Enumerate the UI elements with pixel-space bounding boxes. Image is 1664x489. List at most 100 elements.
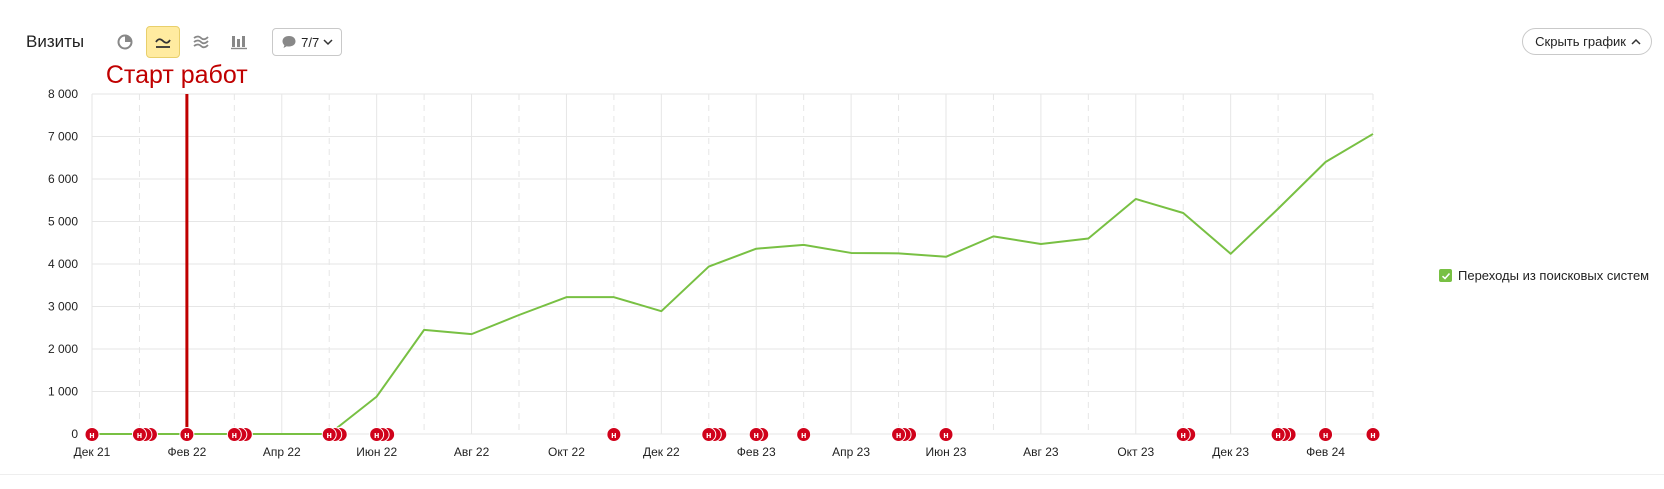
note-marker <box>131 427 147 442</box>
note-marker-label: н <box>943 430 948 440</box>
x-tick-label: Июн 22 <box>356 445 397 459</box>
comment-icon <box>282 36 296 48</box>
column-chart-icon <box>231 36 248 50</box>
y-tick-label: 8 000 <box>48 87 78 101</box>
y-tick-label: 6 000 <box>48 172 78 186</box>
y-tick-label: 3 000 <box>48 300 78 314</box>
data-point <box>1182 212 1184 214</box>
y-tick-label: 0 <box>71 427 78 441</box>
note-marker <box>1270 427 1286 442</box>
note-marker <box>369 427 385 442</box>
x-tick-label: Окт 23 <box>1117 445 1154 459</box>
x-tick-label: Апр 23 <box>832 445 870 459</box>
x-tick-label: Дек 22 <box>643 445 680 459</box>
data-point <box>992 235 994 237</box>
data-point <box>850 252 852 254</box>
data-point <box>423 329 425 331</box>
note-marker-label: н <box>611 430 616 440</box>
note-marker-label: н <box>137 430 142 440</box>
note-marker-label: н <box>327 430 332 440</box>
x-tick-label: Дек 23 <box>1212 445 1249 459</box>
x-tick-label: Авг 23 <box>1023 445 1059 459</box>
note-marker-label: н <box>896 430 901 440</box>
annotations-dropdown[interactable]: 7/7 <box>272 28 343 56</box>
note-marker-label: н <box>1275 430 1280 440</box>
note-marker <box>701 427 717 442</box>
note-marker-label: н <box>1323 430 1328 440</box>
note-marker <box>84 427 100 442</box>
note-marker <box>748 427 764 442</box>
check-icon <box>1441 272 1450 280</box>
data-point <box>755 248 757 250</box>
legend-label: Переходы из поисковых систем <box>1458 268 1650 283</box>
note-marker <box>1175 427 1191 442</box>
line-chart-icon <box>155 38 171 48</box>
note-marker <box>1365 427 1381 442</box>
note-marker-label: н <box>184 430 189 440</box>
data-point <box>281 433 283 435</box>
chart-toolbar: Визиты 7/7 <box>26 26 343 58</box>
annotations-counter: 7/7 <box>301 34 320 50</box>
chart-title: Визиты <box>26 32 85 51</box>
note-marker <box>938 427 954 442</box>
legend-item[interactable]: Переходы из поисковых систем <box>1439 268 1649 283</box>
y-tick-label: 2 000 <box>48 342 78 356</box>
note-marker-label: н <box>754 430 759 440</box>
data-point <box>565 296 567 298</box>
x-tick-label: Апр 22 <box>263 445 301 459</box>
x-tick-label: Авг 22 <box>454 445 490 459</box>
note-marker-label: н <box>706 430 711 440</box>
series-line <box>92 133 1374 435</box>
note-marker <box>606 427 622 442</box>
data-point <box>1229 253 1231 255</box>
y-tick-label: 1 000 <box>48 385 78 399</box>
x-tick-label: Фев 23 <box>737 445 776 459</box>
data-point <box>518 314 520 316</box>
note-marker <box>891 427 907 442</box>
x-tick-label: Окт 22 <box>548 445 585 459</box>
legend-checkbox[interactable] <box>1439 269 1452 282</box>
y-tick-label: 5 000 <box>48 215 78 229</box>
data-point <box>1372 133 1374 135</box>
hide-chart-button[interactable]: Скрыть график <box>1522 28 1652 55</box>
start-work-annotation: Старт работ <box>106 61 248 89</box>
chevron-down-icon <box>323 39 333 46</box>
note-marker-label: н <box>801 430 806 440</box>
pie-chart-button[interactable] <box>108 26 142 58</box>
x-tick-label: Фев 24 <box>1306 445 1345 459</box>
data-point <box>897 252 899 254</box>
data-point <box>613 296 615 298</box>
data-point <box>945 256 947 258</box>
chevron-up-icon <box>1631 38 1641 45</box>
hide-chart-label: Скрыть график <box>1535 34 1626 49</box>
x-tick-label: Дек 21 <box>74 445 111 459</box>
note-marker-label: н <box>1181 430 1186 440</box>
note-marker-label: н <box>89 430 94 440</box>
pie-chart-icon <box>117 34 133 50</box>
data-point <box>375 395 377 397</box>
data-point <box>1040 243 1042 245</box>
data-point <box>1135 198 1137 200</box>
x-tick-label: Июн 23 <box>926 445 967 459</box>
line-chart-button[interactable] <box>146 26 181 58</box>
note-marker <box>179 427 195 442</box>
data-point <box>1324 161 1326 163</box>
note-marker-label: н <box>232 430 237 440</box>
data-point <box>470 333 472 335</box>
column-chart-button[interactable] <box>222 26 256 58</box>
y-tick-label: 4 000 <box>48 257 78 271</box>
note-marker <box>1318 427 1334 442</box>
area-chart-button[interactable] <box>184 26 218 58</box>
data-point <box>802 244 804 246</box>
note-marker <box>226 427 242 442</box>
data-point <box>708 265 710 267</box>
note-marker <box>796 427 812 442</box>
area-chart-icon <box>193 35 209 49</box>
x-tick-label: Фев 22 <box>167 445 206 459</box>
line-chart: 0 1 000 2 000 3 000 4 000 5 000 6 000 7 000 8 00… <box>48 61 1381 459</box>
bottom-divider <box>0 474 1664 475</box>
note-marker-label: н <box>1370 430 1375 440</box>
data-point <box>660 310 662 312</box>
data-point <box>1277 208 1279 210</box>
data-point <box>1087 237 1089 239</box>
